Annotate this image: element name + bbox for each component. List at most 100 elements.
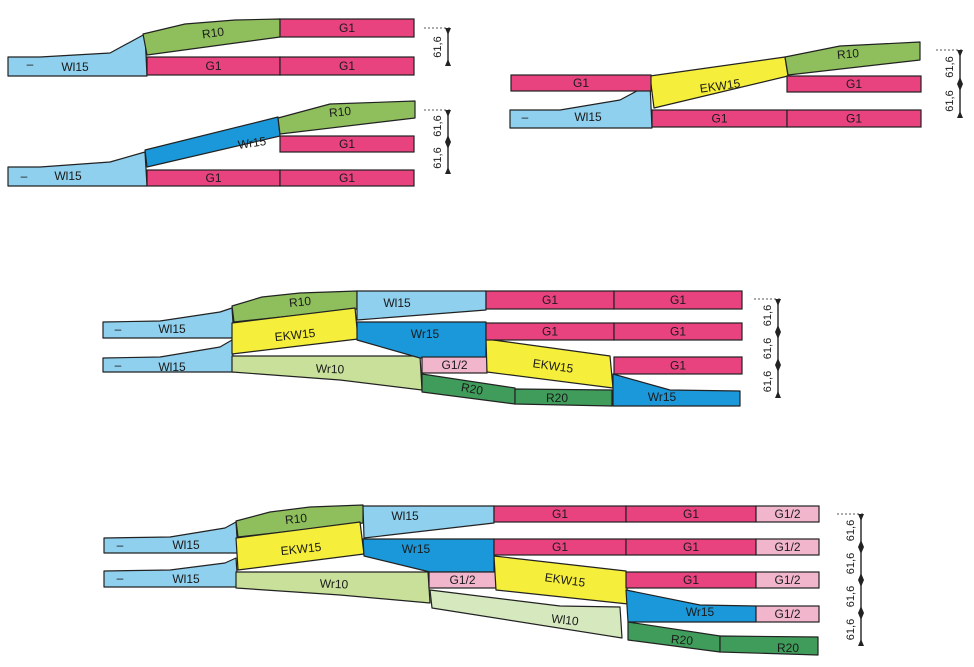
track-piece-wr15: Wr15	[356, 321, 487, 359]
dimension-label: 61,6	[845, 619, 857, 640]
track-piece-label: G1	[552, 540, 568, 554]
track-piece-label: Wl15	[172, 572, 200, 586]
track-piece-label: R20	[777, 641, 799, 655]
dimension-arrow-icon	[445, 28, 451, 35]
track-piece-r20: R20	[719, 635, 819, 656]
track-piece-shape	[613, 322, 743, 341]
track-end-mark: –	[117, 571, 124, 585]
track-piece-label: G1	[205, 59, 221, 73]
track-end-mark: –	[27, 57, 34, 71]
track-piece-wr10: Wr10	[231, 355, 423, 391]
track-piece-g1: G1	[146, 56, 281, 76]
dimension-arrow-icon	[445, 167, 451, 174]
track-piece-label: Wl15	[574, 110, 602, 124]
track-piece-shape	[279, 169, 415, 187]
track-piece-r10: R10	[142, 18, 281, 56]
dimension-arrow-icon	[445, 59, 451, 66]
track-piece-wr15: Wr15	[144, 116, 281, 168]
dimension-arrow-icon	[957, 111, 963, 118]
track-piece-shape	[755, 505, 820, 523]
track-piece-r20: R20	[627, 621, 721, 653]
track-piece-r10: R10	[277, 100, 416, 135]
track-piece-shape	[719, 635, 819, 656]
track-piece-wl15: Wl15	[7, 151, 148, 187]
dimension-arrow-icon	[858, 613, 864, 620]
track-piece-label: Wr15	[686, 605, 715, 619]
track-piece-shape	[103, 521, 239, 554]
track-piece-g1: G1	[625, 505, 757, 523]
track-piece-label: EKW15	[280, 540, 322, 558]
track-piece-g1: G1	[279, 169, 415, 187]
track-piece-shape	[279, 18, 415, 38]
track-piece-ekw15: EKW15	[485, 338, 614, 389]
dimension-label: 61,6	[944, 90, 956, 111]
track-piece-label: G1	[670, 325, 686, 339]
track-spacing-dimension: 61,6 61,6	[936, 49, 964, 118]
track-piece-wr10: Wr10	[235, 571, 431, 604]
track-piece-wl15: Wl15	[103, 521, 239, 554]
track-piece-g1-half2: G1/2	[428, 571, 497, 589]
track-piece-g1-half2: G1/2	[755, 571, 820, 589]
track-piece-g1: G1	[146, 169, 281, 187]
dimension-label: 61,6	[845, 520, 857, 541]
track-piece-shape	[755, 605, 820, 623]
track-piece-r20: R20	[514, 388, 613, 407]
track-piece-label: R10	[284, 511, 308, 527]
layout-5: Wl15 Wl15 R10 EKW15 Wr10 Wl15 Wr15 G1/2 EKW15 Wl1…	[103, 504, 820, 656]
dimension-arrow-icon	[957, 50, 963, 57]
track-piece-shape	[612, 373, 741, 407]
track-piece-shape	[356, 290, 487, 321]
track-piece-label: G1/2	[774, 607, 800, 621]
track-piece-label: R10	[836, 46, 859, 62]
track-piece-label: G1	[542, 325, 558, 339]
dimension-label: 61,6	[845, 586, 857, 607]
track-piece-shape	[429, 589, 623, 639]
track-end-mark: –	[21, 169, 28, 183]
dimension-label: 61,6	[762, 371, 774, 392]
track-piece-label: Wr15	[648, 390, 677, 404]
track-piece-g1: G1	[613, 356, 743, 375]
track-piece-shape	[277, 100, 416, 135]
track-piece-label: Wr10	[316, 362, 345, 377]
track-piece-g1: G1	[510, 74, 652, 92]
dimension-arrow-icon	[445, 135, 451, 142]
track-spacing-dimension: 61,6	[424, 27, 452, 66]
track-piece-label: G1	[205, 171, 221, 185]
track-piece-label: EKW15	[532, 356, 575, 376]
track-piece-label: Wl15	[391, 509, 419, 523]
track-piece-shape	[786, 75, 922, 93]
track-piece-wl15: Wl15	[102, 307, 235, 339]
track-piece-g1: G1	[279, 18, 415, 38]
track-piece-g1: G1	[613, 322, 743, 341]
track-spacing-dimension: 61,6 61,6 61,6 61,6	[837, 513, 865, 646]
track-piece-ekw15: EKW15	[231, 307, 359, 355]
track-piece-label: G1	[339, 21, 355, 35]
dimension-arrow-icon	[858, 547, 864, 554]
track-piece-g1-half2: G1/2	[755, 538, 820, 556]
track-piece-g1: G1	[786, 109, 922, 128]
dimension-arrow-icon	[775, 325, 781, 332]
dimension-arrow-icon	[858, 540, 864, 547]
track-piece-label: G1	[573, 76, 589, 90]
track-piece-shape	[103, 557, 239, 588]
track-piece-label: G1	[683, 540, 699, 554]
dimension-arrow-icon	[957, 77, 963, 84]
track-piece-wl10: Wl10	[429, 589, 623, 639]
track-piece-wl15: Wl15	[102, 339, 235, 374]
track-piece-g1: G1	[625, 571, 757, 589]
track-piece-g1: G1	[485, 290, 615, 310]
track-piece-label: G1	[711, 112, 727, 126]
dimension-label: 61,6	[432, 147, 444, 168]
track-piece-label: Wr15	[237, 134, 267, 152]
dimension-arrow-icon	[775, 391, 781, 398]
track-piece-label: G1	[339, 59, 355, 73]
track-piece-label: EKW15	[699, 76, 742, 96]
track-piece-label: Wr15	[411, 327, 440, 341]
track-piece-g1: G1	[651, 109, 788, 128]
track-piece-r10: R10	[784, 41, 921, 76]
track-piece-g1: G1	[493, 505, 627, 523]
track-piece-label: G1	[683, 507, 699, 521]
track-piece-label: Wl10	[551, 612, 580, 629]
